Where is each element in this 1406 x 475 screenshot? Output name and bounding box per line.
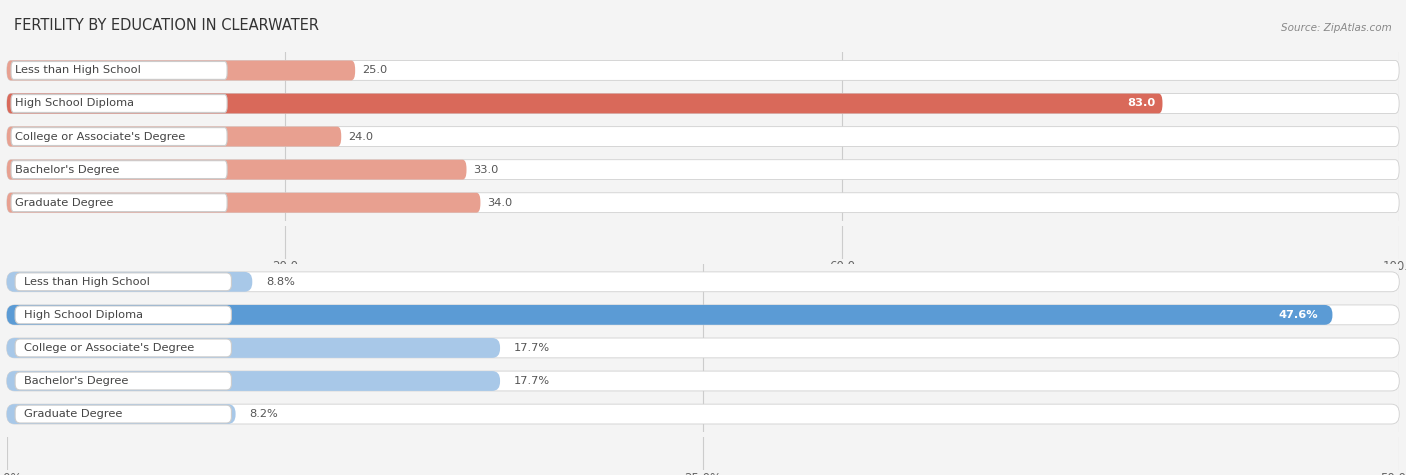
FancyBboxPatch shape [7,404,1399,424]
FancyBboxPatch shape [7,127,342,146]
Text: Less than High School: Less than High School [24,277,149,287]
Text: 47.6%: 47.6% [1278,310,1319,320]
FancyBboxPatch shape [11,61,228,79]
Text: 34.0: 34.0 [488,198,513,208]
FancyBboxPatch shape [15,405,232,423]
Text: 33.0: 33.0 [474,165,499,175]
Text: Graduate Degree: Graduate Degree [24,409,122,419]
Text: FERTILITY BY EDUCATION IN CLEARWATER: FERTILITY BY EDUCATION IN CLEARWATER [14,18,319,33]
FancyBboxPatch shape [15,372,232,390]
Text: 83.0: 83.0 [1128,98,1156,108]
FancyBboxPatch shape [15,273,232,291]
FancyBboxPatch shape [7,127,1399,146]
Text: High School Diploma: High School Diploma [24,310,143,320]
Text: Bachelor's Degree: Bachelor's Degree [24,376,128,386]
FancyBboxPatch shape [7,193,1399,213]
Text: 24.0: 24.0 [349,132,373,142]
FancyBboxPatch shape [7,160,467,180]
Text: 17.7%: 17.7% [513,376,550,386]
Text: 8.2%: 8.2% [249,409,278,419]
FancyBboxPatch shape [7,338,501,358]
FancyBboxPatch shape [15,339,232,357]
Text: Source: ZipAtlas.com: Source: ZipAtlas.com [1281,23,1392,33]
Text: 17.7%: 17.7% [513,343,550,353]
FancyBboxPatch shape [7,94,1399,114]
Text: Graduate Degree: Graduate Degree [15,198,114,208]
FancyBboxPatch shape [7,160,1399,180]
Text: College or Associate's Degree: College or Associate's Degree [15,132,186,142]
FancyBboxPatch shape [11,161,228,179]
FancyBboxPatch shape [7,60,356,80]
FancyBboxPatch shape [7,305,1399,325]
Text: Less than High School: Less than High School [15,66,141,76]
FancyBboxPatch shape [7,193,481,213]
FancyBboxPatch shape [7,60,1399,80]
Text: 8.8%: 8.8% [266,277,295,287]
Text: High School Diploma: High School Diploma [15,98,135,108]
FancyBboxPatch shape [7,371,501,391]
FancyBboxPatch shape [7,272,252,292]
Text: 25.0: 25.0 [361,66,387,76]
Text: Bachelor's Degree: Bachelor's Degree [15,165,120,175]
FancyBboxPatch shape [7,272,1399,292]
FancyBboxPatch shape [7,371,1399,391]
FancyBboxPatch shape [15,306,232,324]
FancyBboxPatch shape [7,305,1333,325]
FancyBboxPatch shape [11,194,228,212]
FancyBboxPatch shape [7,94,1163,114]
FancyBboxPatch shape [7,404,236,424]
Text: College or Associate's Degree: College or Associate's Degree [24,343,194,353]
FancyBboxPatch shape [7,338,1399,358]
FancyBboxPatch shape [11,95,228,113]
FancyBboxPatch shape [11,128,228,145]
